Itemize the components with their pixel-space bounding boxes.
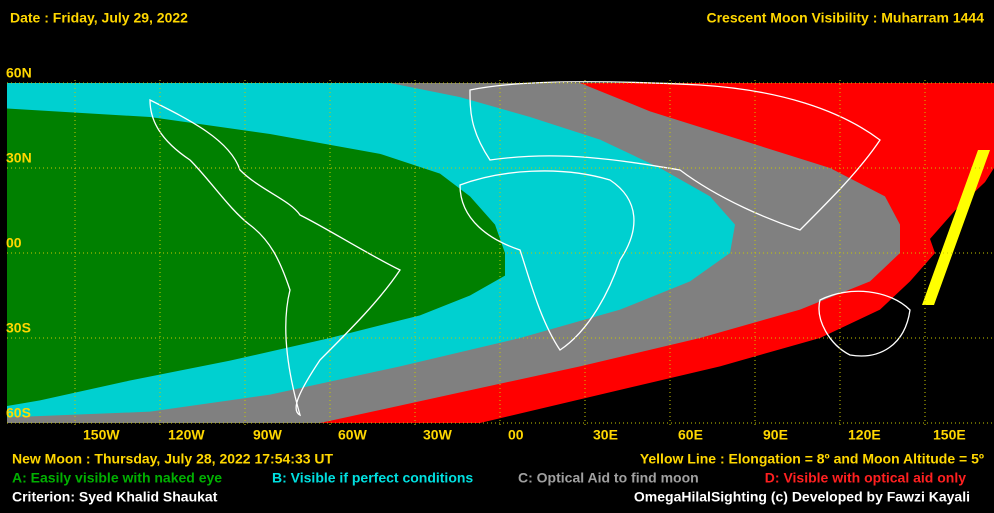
grid: [7, 80, 994, 428]
lat-label: 00: [6, 235, 22, 251]
lon-label: 00: [508, 427, 524, 443]
zone-a: [7, 108, 505, 406]
lon-label: 120W: [168, 427, 205, 443]
lon-label: 90E: [763, 427, 788, 443]
lon-label: 30E: [593, 427, 618, 443]
legend-b: B: Visible if perfect conditions: [272, 470, 473, 486]
lat-label: 60S: [6, 405, 31, 421]
yellow-line-note: Yellow Line : Elongation = 8º and Moon A…: [640, 451, 984, 467]
credit: OmegaHilalSighting (c) Developed by Fawz…: [634, 489, 970, 505]
lat-label: 30N: [6, 150, 32, 166]
legend-a: A: Easily visible with naked eye: [12, 470, 222, 486]
lat-label: 60N: [6, 65, 32, 81]
coastlines: [149, 81, 911, 417]
labels: 60N 30N 00 30S 60S 150W 120W 90W 60W 30W 00 30E 60E 9…: [6, 65, 966, 443]
legend-d: D: Visible with optical aid only: [765, 470, 966, 486]
lon-label: 150E: [933, 427, 966, 443]
lon-label: 60W: [338, 427, 368, 443]
lon-label: 90W: [253, 427, 283, 443]
lon-label: 150W: [83, 427, 120, 443]
legend-c: C: Optical Aid to find moon: [518, 470, 699, 486]
title: Crescent Moon Visibility : Muharram 1444: [707, 10, 985, 26]
criterion: Criterion: Syed Khalid Shaukat: [12, 489, 218, 505]
yellow-line: [922, 150, 990, 305]
lat-label: 30S: [6, 320, 31, 336]
lon-label: 120E: [848, 427, 881, 443]
lon-label: 30W: [423, 427, 453, 443]
date: Date : Friday, July 29, 2022: [10, 10, 188, 26]
new-moon: New Moon : Thursday, July 28, 2022 17:54…: [12, 451, 334, 467]
lon-label: 60E: [678, 427, 703, 443]
